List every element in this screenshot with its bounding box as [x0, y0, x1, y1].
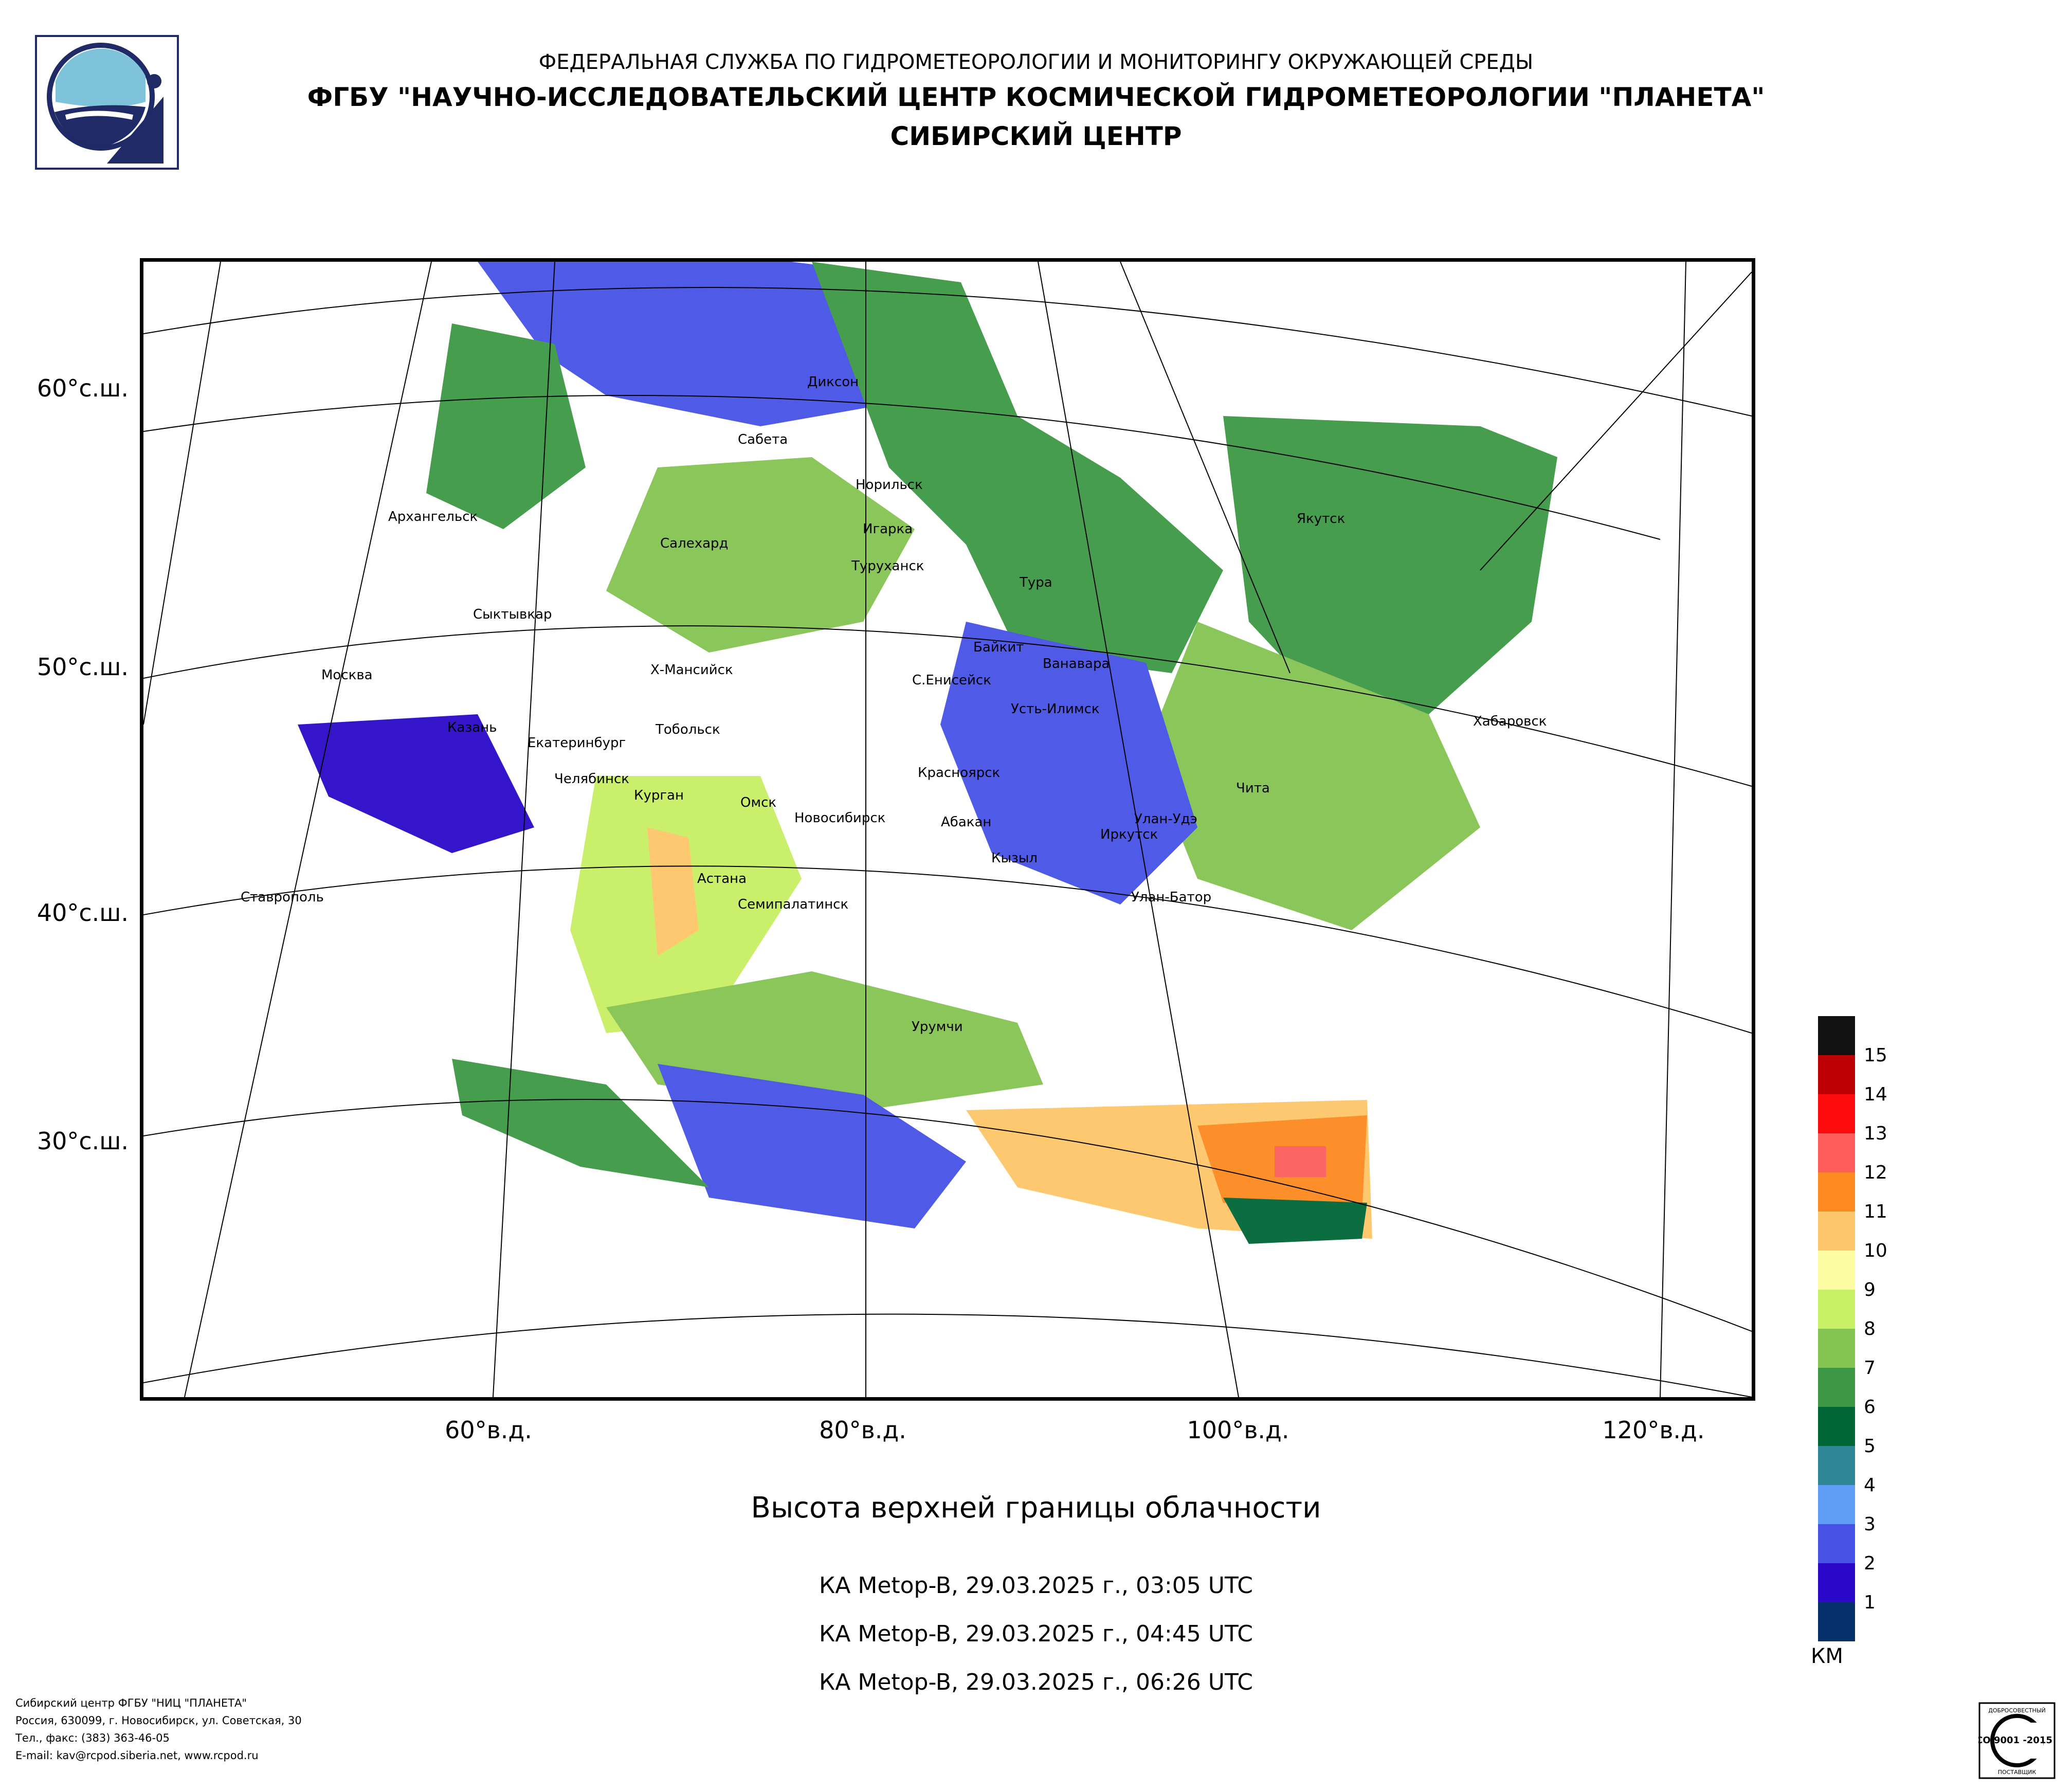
city-label: Урумчи [912, 1019, 963, 1035]
colorbar-swatch [1818, 1055, 1855, 1094]
city-label: Абакан [941, 815, 992, 830]
city-label: Семипалатинск [738, 897, 849, 912]
colorbar-swatch [1818, 1290, 1855, 1329]
lat-label-60: 60°с.ш. [37, 374, 129, 402]
lat-label-50: 50°с.ш. [37, 653, 129, 681]
colorbar-tick-label: 12 [1864, 1162, 1887, 1183]
city-label: Иркутск [1100, 827, 1158, 842]
colorbar-swatch [1818, 1446, 1855, 1485]
city-label: Курган [634, 788, 684, 803]
satellite-swath [262, 262, 1557, 1285]
lat-label-40: 40°с.ш. [37, 899, 129, 927]
lon-label-100: 100°в.д. [1187, 1416, 1289, 1444]
city-label: Байкит [973, 640, 1024, 655]
header-center: СИБИРСКИЙ ЦЕНТР [890, 121, 1182, 151]
city-label: С.Енисейск [912, 673, 991, 688]
city-label: Тура [1020, 575, 1052, 590]
city-label: Москва [321, 667, 373, 683]
colorbar-tick-label: 13 [1864, 1123, 1887, 1144]
footer-line: Сибирский центр ФГБУ "НИЦ "ПЛАНЕТА" [15, 1697, 247, 1709]
city-label: Красноярск [918, 765, 1001, 781]
colorbar-tick-label: 8 [1864, 1318, 1876, 1340]
footer-line: E-mail: kav@rcpod.siberia.net, www.rcpod… [15, 1749, 259, 1762]
colorbar-swatch [1818, 1329, 1855, 1368]
colorbar-swatch [1818, 1016, 1855, 1055]
colorbar-swatch [1818, 1133, 1855, 1172]
colorbar-swatch [1818, 1602, 1855, 1641]
colorbar-swatch [1818, 1094, 1855, 1133]
city-label: Новосибирск [794, 810, 886, 826]
colorbar-unit: КМ [1811, 1644, 1843, 1668]
pass-info: КА Metop-B, 29.03.2025 г., 03:05 UTC [819, 1572, 1253, 1599]
city-label: Сабета [738, 432, 788, 447]
header-agency: ФЕДЕРАЛЬНАЯ СЛУЖБА ПО ГИДРОМЕТЕОРОЛОГИИ … [538, 50, 1534, 74]
footer-line: Россия, 630099, г. Новосибирск, ул. Сове… [15, 1714, 302, 1727]
lon-label-120: 120°в.д. [1602, 1416, 1705, 1444]
pass-info: КА Metop-B, 29.03.2025 г., 04:45 UTC [819, 1621, 1253, 1647]
colorbar-swatch [1818, 1368, 1855, 1407]
colorbar-swatch [1818, 1563, 1855, 1602]
iso-badge-mid: ИСО 9001 -2015 [1978, 1735, 2052, 1746]
city-label: Улан-Удэ [1134, 811, 1197, 827]
chart-title: Высота верхней границы облачности [751, 1491, 1321, 1525]
colorbar-swatch [1818, 1407, 1855, 1446]
city-label: Норильск [856, 477, 923, 493]
colorbar-tick-label: 5 [1864, 1436, 1876, 1457]
city-label: Усть-Илимск [1011, 701, 1100, 717]
city-label: Якутск [1297, 511, 1346, 527]
iso-badge-top: ДОБРОСОВЕСТНЫЙ [1988, 1707, 2046, 1714]
colorbar-tick-label: 10 [1864, 1240, 1887, 1261]
city-label: Салехард [660, 536, 729, 551]
city-label: Тобольск [656, 722, 720, 737]
footer-line: Тел., факс: (383) 363-46-05 [15, 1732, 170, 1744]
city-label: Туруханск [851, 558, 924, 574]
header-institute: ФГБУ "НАУЧНО-ИССЛЕДОВАТЕЛЬСКИЙ ЦЕНТР КОС… [307, 82, 1765, 112]
colorbar-tick-label: 2 [1864, 1553, 1876, 1574]
city-label: Архангельск [388, 509, 478, 524]
city-label: Ванавара [1043, 656, 1110, 672]
city-label: Х-Мансийск [650, 662, 733, 678]
colorbar-swatch [1818, 1251, 1855, 1290]
city-label: Диксон [807, 374, 859, 390]
colorbar-tick-label: 4 [1864, 1475, 1876, 1496]
city-label: Екатеринбург [528, 735, 626, 751]
colorbar-swatch [1818, 1524, 1855, 1563]
colorbar-tick-label: 11 [1864, 1201, 1887, 1222]
cloud-top-height-map [140, 258, 1755, 1401]
colorbar-tick-label: 9 [1864, 1279, 1876, 1300]
city-label: Сыктывкар [473, 607, 552, 622]
colorbar-swatch [1818, 1172, 1855, 1211]
city-label: Челябинск [554, 771, 630, 787]
colorbar-tick-label: 1 [1864, 1592, 1876, 1613]
lon-label-60: 60°в.д. [445, 1416, 532, 1444]
lon-label-80: 80°в.д. [819, 1416, 906, 1444]
map-canvas [143, 262, 1752, 1397]
pass-info: КА Metop-B, 29.03.2025 г., 06:26 UTC [819, 1669, 1253, 1695]
colorbar-tick-label: 7 [1864, 1358, 1876, 1379]
city-label: Игарка [863, 521, 913, 537]
lat-label-30: 30°с.ш. [37, 1127, 129, 1155]
planeta-logo [35, 35, 179, 170]
city-label: Чита [1236, 781, 1270, 796]
iso-badge: ДОБРОСОВЕСТНЫЙ ИСО 9001 -2015 ПОСТАВЩИК [1978, 1702, 2056, 1779]
colorbar-tick-label: 3 [1864, 1514, 1876, 1535]
graticule [143, 262, 1752, 1397]
city-label: Хабаровск [1473, 714, 1547, 729]
city-label: Казань [447, 720, 497, 735]
colorbar-swatch [1818, 1211, 1855, 1251]
city-label: Ставрополь [241, 890, 324, 905]
colorbar-tick-label: 15 [1864, 1045, 1887, 1066]
iso-badge-bottom: ПОСТАВЩИК [1998, 1769, 2037, 1776]
colorbar-tick-label: 14 [1864, 1084, 1887, 1105]
city-label: Омск [740, 795, 777, 810]
city-label: Улан-Батор [1131, 890, 1212, 905]
colorbar-swatch [1818, 1485, 1855, 1524]
colorbar-tick-label: 6 [1864, 1397, 1876, 1418]
city-label: Астана [697, 871, 747, 887]
city-label: Кызыл [991, 851, 1038, 866]
